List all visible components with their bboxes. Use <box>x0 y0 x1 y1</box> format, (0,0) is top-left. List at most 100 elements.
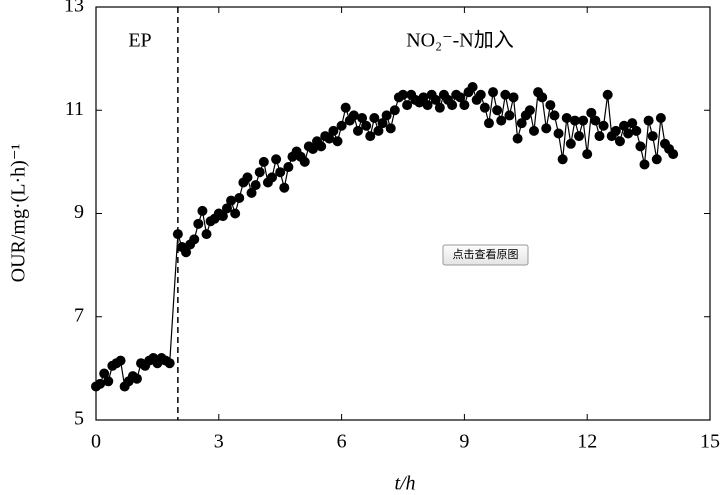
data-point <box>99 368 110 379</box>
data-point <box>639 159 650 170</box>
data-point <box>496 115 507 126</box>
data-point <box>459 100 470 111</box>
data-point <box>357 112 368 123</box>
data-point <box>283 162 294 173</box>
data-point <box>483 118 494 129</box>
x-tick-label: 3 <box>214 431 224 453</box>
data-point <box>479 102 490 113</box>
data-point <box>246 187 257 198</box>
data-point <box>422 100 433 111</box>
data-point <box>369 112 380 123</box>
data-point <box>643 115 654 126</box>
data-point <box>647 131 658 142</box>
y-tick-label: 13 <box>64 0 84 17</box>
data-point <box>402 100 413 111</box>
data-point <box>250 180 261 191</box>
data-point <box>307 143 318 154</box>
data-point <box>549 110 560 121</box>
data-point <box>324 133 335 144</box>
data-point <box>582 149 593 160</box>
data-point <box>352 125 363 136</box>
data-point <box>172 229 183 240</box>
data-point <box>598 120 609 131</box>
data-point <box>189 234 200 245</box>
data-point <box>328 125 339 136</box>
data-point <box>553 128 564 139</box>
data-point <box>193 218 204 229</box>
data-point <box>500 89 511 100</box>
y-tick-label: 11 <box>65 98 84 120</box>
data-point <box>389 105 400 116</box>
button-label[interactable]: 点击查看原图 <box>453 247 519 261</box>
data-point <box>242 172 253 183</box>
x-tick-label: 15 <box>700 431 720 453</box>
data-point <box>226 195 237 206</box>
data-point <box>267 172 278 183</box>
data-point <box>271 154 282 165</box>
data-point <box>586 107 597 118</box>
view-image-button[interactable]: 点击查看原图 <box>442 244 529 266</box>
data-point <box>398 89 408 100</box>
data-point <box>512 133 523 144</box>
data-point <box>95 378 106 389</box>
x-tick-label: 6 <box>337 431 347 453</box>
data-point <box>418 92 429 103</box>
data-point <box>115 355 126 366</box>
data-point <box>103 376 114 387</box>
data-point <box>651 154 662 165</box>
data-point <box>561 112 572 123</box>
data-point <box>197 205 208 216</box>
data-point <box>668 149 679 160</box>
data-point <box>299 156 310 167</box>
data-point <box>340 102 351 113</box>
data-point <box>348 110 359 121</box>
annotation: NO₂⁻-N加入 <box>406 29 514 52</box>
data-point <box>234 193 245 204</box>
plot-frame <box>95 6 711 421</box>
data-point <box>541 123 552 134</box>
y-axis-label: OUR/mg·(L·h)⁻¹ <box>8 144 30 283</box>
data-point <box>365 131 376 142</box>
x-axis-label: t/h <box>394 473 415 495</box>
data-point <box>131 373 142 384</box>
data-point <box>631 125 642 136</box>
data-point <box>217 211 228 222</box>
data-point <box>221 203 232 214</box>
data-point <box>447 100 458 111</box>
data-point <box>508 92 519 103</box>
data-line <box>95 85 674 388</box>
x-tick-label: 12 <box>577 431 597 453</box>
data-point <box>574 131 585 142</box>
data-point <box>201 229 212 240</box>
data-point <box>537 92 548 103</box>
data-point <box>557 154 568 165</box>
data-point <box>181 247 192 258</box>
x-tick-label: 0 <box>91 431 101 453</box>
button-frame[interactable] <box>442 244 529 266</box>
data-point <box>619 120 630 131</box>
data-point <box>516 118 527 129</box>
data-point <box>381 110 392 121</box>
data-point <box>316 141 327 152</box>
data-point <box>230 208 241 219</box>
data-point <box>385 123 396 134</box>
data-point <box>655 112 666 123</box>
data-point <box>373 125 384 136</box>
data-point <box>430 94 441 105</box>
data-point <box>492 105 503 116</box>
data-point <box>332 136 343 147</box>
data-point <box>455 92 466 103</box>
data-point <box>578 115 589 126</box>
data-point <box>361 120 372 131</box>
data-point <box>279 182 290 193</box>
y-tick-label: 7 <box>74 304 84 326</box>
y-tick-label: 5 <box>74 408 84 430</box>
x-tick-label: 9 <box>459 431 469 453</box>
data-point <box>336 120 347 131</box>
data-point <box>488 87 499 98</box>
data-point <box>623 128 634 139</box>
data-point <box>164 358 175 369</box>
annotation: EP <box>128 30 151 52</box>
